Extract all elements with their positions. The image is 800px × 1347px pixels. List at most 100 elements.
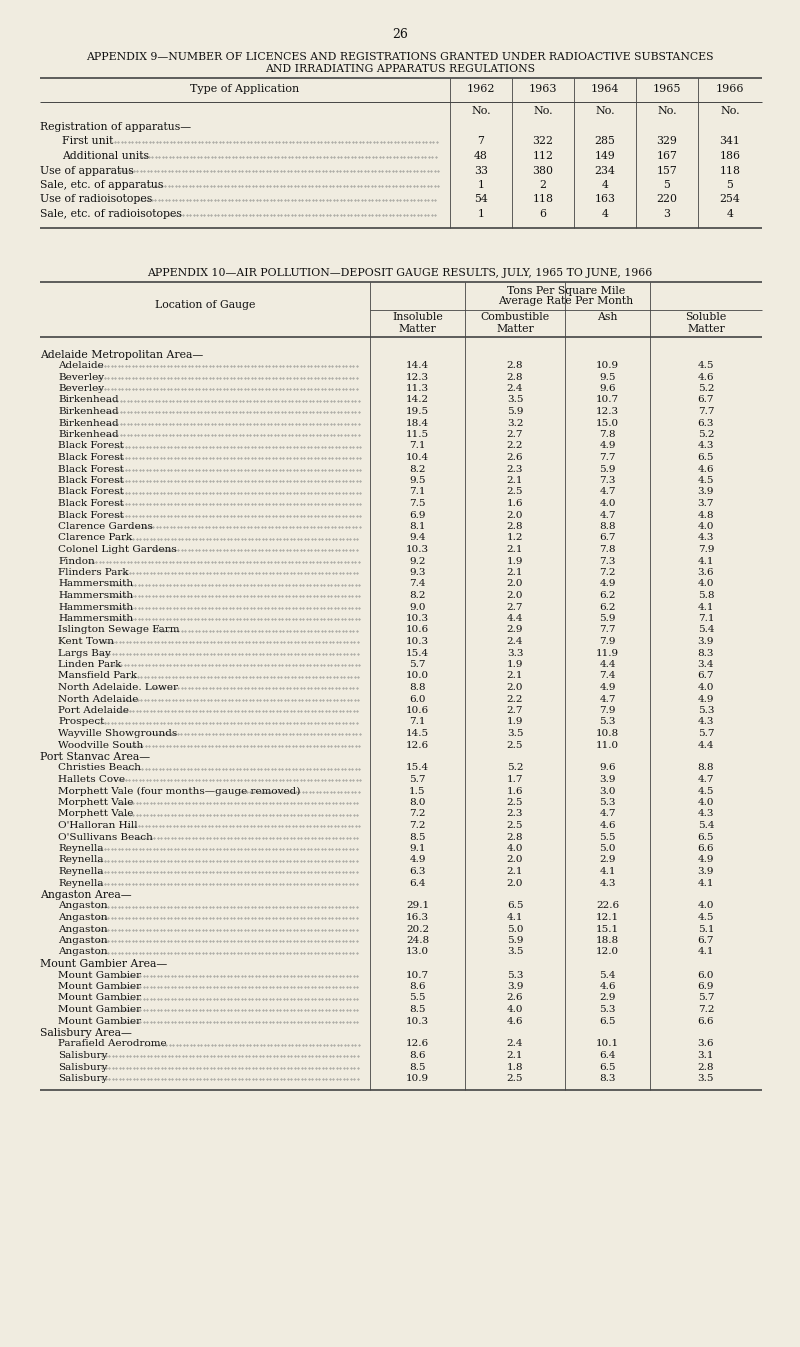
Text: Adelaide: Adelaide (58, 361, 104, 370)
Text: 118: 118 (719, 166, 741, 175)
Text: Hallets Cove: Hallets Cove (58, 775, 125, 784)
Text: 6.0: 6.0 (698, 970, 714, 979)
Text: 6.5: 6.5 (599, 1063, 616, 1071)
Text: 4.9: 4.9 (410, 855, 426, 865)
Text: Clarence Park: Clarence Park (58, 533, 132, 543)
Text: Birkenhead: Birkenhead (58, 430, 118, 439)
Text: 4.6: 4.6 (599, 982, 616, 991)
Text: 14.5: 14.5 (406, 729, 429, 738)
Text: 12.6: 12.6 (406, 741, 429, 749)
Text: No.: No. (657, 106, 677, 116)
Text: Angaston: Angaston (58, 936, 108, 946)
Text: 234: 234 (594, 166, 615, 175)
Text: 2.1: 2.1 (506, 1051, 523, 1060)
Text: 3.6: 3.6 (698, 568, 714, 577)
Text: 15.0: 15.0 (596, 419, 619, 427)
Text: Ash: Ash (598, 313, 618, 322)
Text: 4.4: 4.4 (698, 741, 714, 749)
Text: 20.2: 20.2 (406, 924, 429, 933)
Text: 5.4: 5.4 (698, 625, 714, 634)
Text: 2.6: 2.6 (506, 994, 523, 1002)
Text: 29.1: 29.1 (406, 901, 429, 911)
Text: 8.8: 8.8 (599, 523, 616, 531)
Text: 10.6: 10.6 (406, 625, 429, 634)
Text: 8.1: 8.1 (410, 523, 426, 531)
Text: APPENDIX 10—AIR POLLUTION—DEPOSIT GAUGE RESULTS, JULY, 1965 TO JUNE, 1966: APPENDIX 10—AIR POLLUTION—DEPOSIT GAUGE … (147, 268, 653, 277)
Text: 1.7: 1.7 (506, 775, 523, 784)
Text: 1.8: 1.8 (506, 1063, 523, 1071)
Text: 2.8: 2.8 (698, 1063, 714, 1071)
Text: 1.2: 1.2 (506, 533, 523, 543)
Text: No.: No. (595, 106, 615, 116)
Text: 4.7: 4.7 (599, 511, 616, 520)
Text: 5.8: 5.8 (698, 591, 714, 599)
Text: 5.7: 5.7 (410, 660, 426, 669)
Text: 3: 3 (663, 209, 670, 220)
Text: 4.4: 4.4 (506, 614, 523, 624)
Text: Black Forest: Black Forest (58, 475, 124, 485)
Text: 4.8: 4.8 (698, 511, 714, 520)
Text: 2.8: 2.8 (506, 832, 523, 842)
Text: 6.9: 6.9 (410, 511, 426, 520)
Text: 2.2: 2.2 (506, 695, 523, 703)
Text: 4.9: 4.9 (698, 855, 714, 865)
Text: 329: 329 (657, 136, 678, 147)
Text: 4.7: 4.7 (599, 695, 616, 703)
Text: 12.6: 12.6 (406, 1040, 429, 1048)
Text: Angaston: Angaston (58, 924, 108, 933)
Text: 1.9: 1.9 (506, 718, 523, 726)
Text: Angaston: Angaston (58, 913, 108, 921)
Text: Islington Sewage Farm: Islington Sewage Farm (58, 625, 179, 634)
Text: 4: 4 (602, 180, 609, 190)
Text: Birkenhead: Birkenhead (58, 419, 118, 427)
Text: First unit: First unit (62, 136, 114, 147)
Text: 4.9: 4.9 (599, 683, 616, 692)
Text: 5.2: 5.2 (698, 430, 714, 439)
Text: 5.7: 5.7 (410, 775, 426, 784)
Text: Combustible: Combustible (481, 313, 550, 322)
Text: 341: 341 (719, 136, 741, 147)
Text: 22.6: 22.6 (596, 901, 619, 911)
Text: 6.9: 6.9 (698, 982, 714, 991)
Text: 10.3: 10.3 (406, 1017, 429, 1025)
Text: 7.8: 7.8 (599, 546, 616, 554)
Text: 186: 186 (719, 151, 741, 162)
Text: 8.3: 8.3 (698, 648, 714, 657)
Text: 6.7: 6.7 (599, 533, 616, 543)
Text: 2.7: 2.7 (506, 602, 523, 612)
Text: 4.6: 4.6 (698, 373, 714, 381)
Text: 3.0: 3.0 (599, 787, 616, 796)
Text: 10.3: 10.3 (406, 546, 429, 554)
Text: 10.9: 10.9 (596, 361, 619, 370)
Text: 9.5: 9.5 (599, 373, 616, 381)
Text: Angaston: Angaston (58, 901, 108, 911)
Text: 4.7: 4.7 (599, 810, 616, 819)
Text: 8.8: 8.8 (698, 764, 714, 772)
Text: 5.3: 5.3 (599, 718, 616, 726)
Text: 11.9: 11.9 (596, 648, 619, 657)
Text: 2.5: 2.5 (506, 797, 523, 807)
Text: Average Rate Per Month: Average Rate Per Month (498, 296, 634, 307)
Text: 2.0: 2.0 (506, 878, 523, 888)
Text: 2.1: 2.1 (506, 867, 523, 876)
Text: 322: 322 (533, 136, 554, 147)
Text: 7.3: 7.3 (599, 556, 616, 566)
Text: 4.3: 4.3 (698, 442, 714, 450)
Text: 3.5: 3.5 (506, 396, 523, 404)
Text: Colonel Light Gardens: Colonel Light Gardens (58, 546, 177, 554)
Text: Salisbury: Salisbury (58, 1051, 107, 1060)
Text: 6.7: 6.7 (698, 396, 714, 404)
Text: 5.3: 5.3 (698, 706, 714, 715)
Text: 2.4: 2.4 (506, 384, 523, 393)
Text: 4.9: 4.9 (599, 442, 616, 450)
Text: 2.8: 2.8 (506, 523, 523, 531)
Text: 4.1: 4.1 (698, 556, 714, 566)
Text: 9.4: 9.4 (410, 533, 426, 543)
Text: 4.5: 4.5 (698, 475, 714, 485)
Text: 6.5: 6.5 (599, 1017, 616, 1025)
Text: 7.2: 7.2 (410, 822, 426, 830)
Text: 5: 5 (726, 180, 734, 190)
Text: Flinders Park: Flinders Park (58, 568, 129, 577)
Text: Black Forest: Black Forest (58, 453, 124, 462)
Text: 2.1: 2.1 (506, 672, 523, 680)
